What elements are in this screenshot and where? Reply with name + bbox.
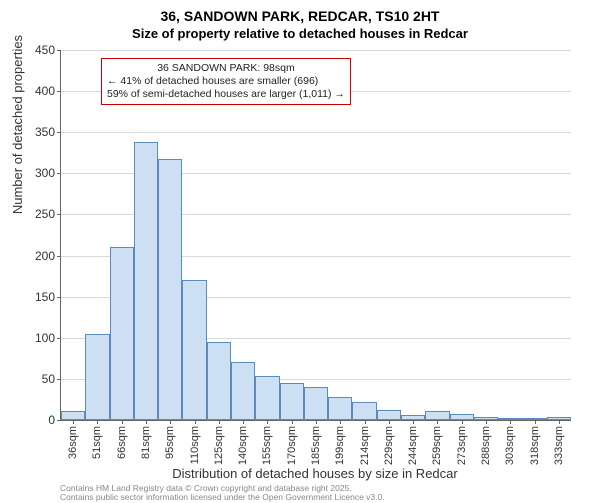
xtick-label: 81sqm [140, 426, 152, 459]
x-axis-label: Distribution of detached houses by size … [60, 466, 570, 481]
xtick-mark [535, 420, 536, 424]
histogram-bar [231, 362, 255, 420]
xtick-label: 95sqm [164, 426, 176, 459]
xtick-label: 318sqm [529, 426, 541, 465]
annotation-line1: 36 SANDOWN PARK: 98sqm [107, 62, 345, 75]
xtick-mark [292, 420, 293, 424]
xtick-mark [170, 420, 171, 424]
xtick-mark [267, 420, 268, 424]
xtick-label: 288sqm [480, 426, 492, 465]
xtick-label: 125sqm [213, 426, 225, 465]
ytick-mark [57, 338, 61, 339]
xtick-label: 244sqm [407, 426, 419, 465]
xtick-label: 303sqm [504, 426, 516, 465]
ytick-label: 450 [35, 43, 55, 57]
histogram-bar [255, 376, 279, 420]
xtick-label: 36sqm [67, 426, 79, 459]
xtick-label: 214sqm [359, 426, 371, 465]
xtick-mark [195, 420, 196, 424]
xtick-mark [146, 420, 147, 424]
ytick-label: 50 [42, 372, 55, 386]
histogram-bar [158, 159, 182, 420]
histogram-bar [61, 411, 85, 420]
xtick-label: 51sqm [91, 426, 103, 459]
ytick-mark [57, 132, 61, 133]
chart-container: 36, SANDOWN PARK, REDCAR, TS10 2HT Size … [0, 0, 600, 500]
ytick-label: 200 [35, 249, 55, 263]
ytick-label: 250 [35, 207, 55, 221]
chart-subtitle: Size of property relative to detached ho… [0, 26, 600, 41]
xtick-label: 185sqm [310, 426, 322, 465]
histogram-bar [207, 342, 231, 420]
xtick-mark [219, 420, 220, 424]
ytick-mark [57, 173, 61, 174]
ytick-mark [57, 297, 61, 298]
xtick-label: 110sqm [189, 426, 201, 464]
xtick-label: 155sqm [261, 426, 273, 465]
xtick-label: 333sqm [553, 426, 565, 465]
ytick-label: 150 [35, 290, 55, 304]
xtick-label: 170sqm [286, 426, 298, 465]
histogram-bar [304, 387, 328, 420]
histogram-bar [182, 280, 206, 420]
ytick-label: 300 [35, 166, 55, 180]
ytick-label: 0 [48, 413, 55, 427]
ytick-mark [57, 420, 61, 421]
y-axis-label: Number of detached properties [10, 35, 25, 214]
xtick-mark [365, 420, 366, 424]
xtick-mark [73, 420, 74, 424]
xtick-mark [243, 420, 244, 424]
xtick-mark [122, 420, 123, 424]
footer-line2: Contains public sector information licen… [60, 493, 385, 502]
xtick-mark [340, 420, 341, 424]
histogram-bar [328, 397, 352, 420]
histogram-bar [352, 402, 376, 420]
ytick-label: 400 [35, 84, 55, 98]
xtick-mark [437, 420, 438, 424]
xtick-mark [462, 420, 463, 424]
xtick-mark [389, 420, 390, 424]
xtick-mark [559, 420, 560, 424]
ytick-mark [57, 256, 61, 257]
xtick-mark [510, 420, 511, 424]
plot-area: 05010015020025030035040045036sqm51sqm66s… [60, 50, 571, 421]
chart-title: 36, SANDOWN PARK, REDCAR, TS10 2HT [0, 8, 600, 24]
ytick-label: 350 [35, 125, 55, 139]
xtick-mark [486, 420, 487, 424]
annotation-box: 36 SANDOWN PARK: 98sqm ← 41% of detached… [101, 58, 351, 105]
gridline [61, 132, 571, 133]
histogram-bar [85, 334, 109, 420]
xtick-label: 229sqm [383, 426, 395, 465]
xtick-label: 66sqm [116, 426, 128, 459]
ytick-label: 100 [35, 331, 55, 345]
ytick-mark [57, 379, 61, 380]
xtick-label: 259sqm [431, 426, 443, 465]
histogram-bar [110, 247, 134, 420]
histogram-bar [425, 411, 449, 420]
xtick-label: 199sqm [334, 426, 346, 465]
xtick-label: 140sqm [237, 426, 249, 465]
xtick-mark [413, 420, 414, 424]
gridline [61, 50, 571, 51]
xtick-mark [316, 420, 317, 424]
ytick-mark [57, 214, 61, 215]
ytick-mark [57, 91, 61, 92]
histogram-bar [134, 142, 158, 420]
xtick-label: 273sqm [456, 426, 468, 465]
annotation-line3: 59% of semi-detached houses are larger (… [107, 88, 345, 101]
histogram-bar [377, 410, 401, 420]
xtick-mark [97, 420, 98, 424]
histogram-bar [280, 383, 304, 420]
annotation-line2: ← 41% of detached houses are smaller (69… [107, 75, 345, 88]
ytick-mark [57, 50, 61, 51]
